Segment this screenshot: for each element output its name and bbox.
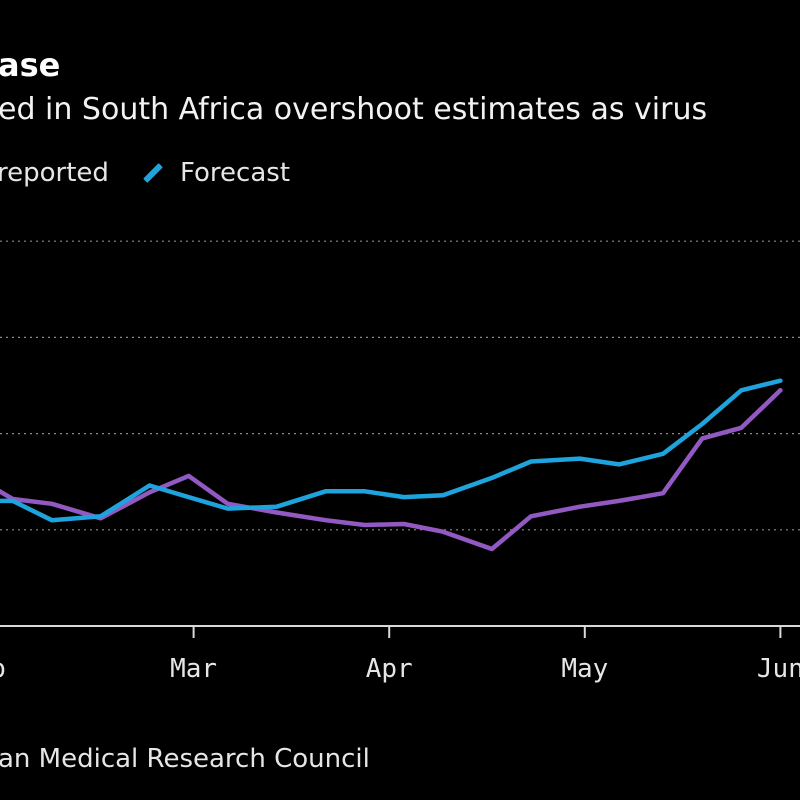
series-line-forecast	[0, 378, 783, 523]
legend-label-forecast: Forecast	[180, 158, 291, 188]
legend-label-reported: reported	[0, 158, 109, 188]
x-tick-label-1: b	[0, 654, 6, 684]
legend-item-forecast: Forecast	[180, 158, 290, 188]
x-tick-label-3: Apr	[366, 654, 413, 684]
x-tick-label-5: Jun	[757, 654, 800, 684]
chart-title: ase	[0, 46, 61, 84]
legend: reported Forecast	[0, 158, 800, 194]
chart-subtitle: ed in South Africa overshoot estimates a…	[0, 92, 708, 127]
series-line-reported	[0, 388, 783, 552]
source-note: an Medical Research Council	[0, 744, 370, 774]
x-tick-label-2: Mar	[170, 654, 217, 684]
x-tick-label-4: May	[561, 654, 608, 684]
legend-item-reported: reported	[0, 158, 109, 188]
